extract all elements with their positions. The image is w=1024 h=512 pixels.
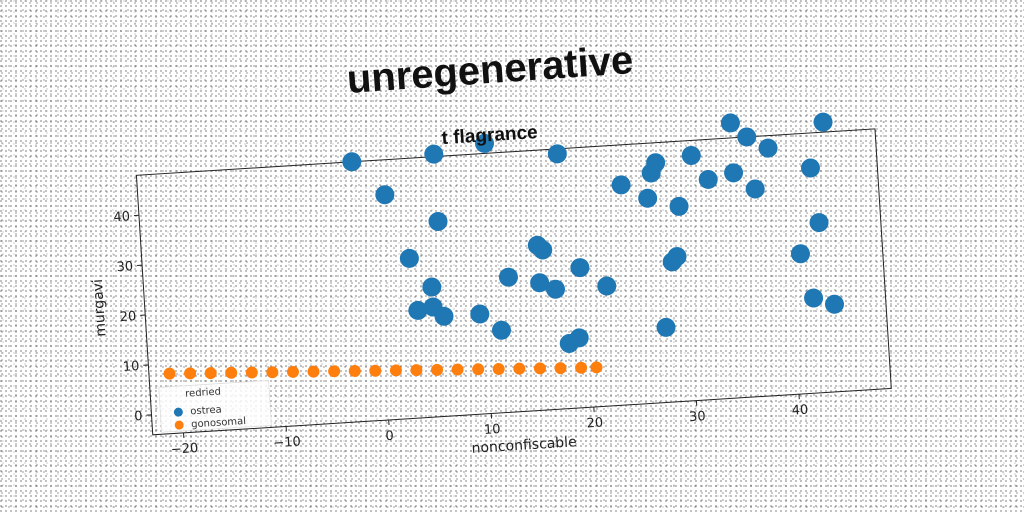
y-tick-label: 40 — [113, 209, 130, 225]
axes-title: t flagrance — [441, 122, 538, 149]
ostrea-point-0 — [342, 152, 362, 172]
ostrea-point-32 — [570, 258, 590, 278]
plot-marks — [163, 112, 845, 380]
ostrea-point-18 — [698, 169, 718, 189]
gonosomal-point-4 — [245, 366, 258, 379]
y-tick-label: 10 — [122, 359, 139, 375]
gonosomal-point-8 — [328, 365, 341, 378]
gonosomal-point-6 — [286, 365, 299, 378]
gonosomal-point-20 — [575, 361, 588, 374]
x-axis-ticks: −20 −10 0 10 20 30 40 — [170, 394, 809, 458]
legend-marker-gonosomal — [174, 420, 184, 430]
gonosomal-point-21 — [590, 361, 603, 374]
ostrea-point-30 — [530, 273, 550, 293]
x-tick-label: −20 — [170, 441, 198, 458]
ostrea-point-7 — [813, 112, 833, 132]
ostrea-point-8 — [428, 211, 448, 231]
ostrea-point-16 — [669, 196, 689, 216]
gonosomal-point-0 — [163, 367, 176, 380]
legend-marker-ostrea — [173, 407, 183, 417]
ostrea-point-20 — [745, 179, 765, 199]
y-tick-label: 20 — [119, 309, 136, 325]
ostrea-point-28 — [470, 304, 490, 324]
y-tick-label: 30 — [116, 259, 133, 275]
y-axis-label: murgavi — [90, 279, 110, 338]
legend-label-gonosomal: gonosomal — [191, 416, 246, 430]
ostrea-point-13 — [638, 188, 658, 208]
x-tick-label: −10 — [273, 435, 301, 452]
ostrea-point-1 — [375, 185, 395, 205]
ostrea-point-2 — [424, 144, 444, 164]
ostrea-point-27 — [434, 306, 454, 326]
gonosomal-point-17 — [513, 362, 526, 375]
x-tick-label: 10 — [484, 422, 501, 438]
gonosomal-point-2 — [204, 367, 217, 380]
ostrea-point-15 — [646, 153, 666, 173]
ostrea-point-17 — [681, 145, 701, 165]
legend-label-ostrea: ostrea — [190, 404, 222, 417]
gonosomal-point-1 — [184, 367, 197, 380]
x-axis-label: nonconfiscable — [471, 434, 577, 457]
ostrea-point-9 — [399, 248, 419, 268]
ostrea-point-24 — [422, 277, 442, 297]
ostrea-point-33 — [597, 276, 617, 296]
legend: redried ostrea gonosomal — [158, 380, 272, 433]
ostrea-point-21 — [758, 138, 778, 158]
legend-title: redried — [185, 386, 221, 399]
gonosomal-point-13 — [431, 363, 444, 376]
gonosomal-point-14 — [451, 363, 464, 376]
gonosomal-point-10 — [369, 364, 382, 377]
chart-area: −20 −10 0 10 20 30 40 0 10 20 30 40 t flagrance no… — [90, 112, 892, 458]
legend-box — [158, 380, 272, 433]
ostrea-point-42 — [825, 294, 845, 314]
gonosomal-point-11 — [389, 364, 402, 377]
ostrea-point-31 — [546, 279, 566, 299]
gonosomal-point-19 — [554, 362, 567, 375]
ostrea-point-3 — [475, 133, 495, 153]
ostrea-point-36 — [790, 244, 810, 264]
gonosomal-point-18 — [533, 362, 546, 375]
x-tick-label: 20 — [586, 416, 603, 432]
ostrea-point-12 — [611, 175, 631, 195]
y-axis-ticks: 0 10 20 30 40 — [113, 209, 152, 424]
ostrea-point-39 — [569, 328, 589, 348]
x-tick-label: 40 — [791, 403, 808, 419]
ostrea-point-19 — [724, 163, 744, 183]
y-tick-label: 0 — [134, 409, 143, 424]
ostrea-point-23 — [809, 213, 829, 233]
gonosomal-point-3 — [225, 366, 238, 379]
series-gonosomal — [163, 361, 603, 380]
ostrea-point-6 — [737, 127, 757, 147]
gonosomal-point-16 — [492, 362, 505, 375]
x-tick-label: 0 — [385, 429, 394, 444]
gonosomal-point-15 — [472, 363, 485, 376]
ostrea-point-11 — [533, 240, 553, 260]
ostrea-point-41 — [804, 288, 824, 308]
ostrea-point-5 — [720, 113, 740, 133]
ostrea-point-40 — [656, 317, 676, 337]
gonosomal-point-12 — [410, 364, 423, 377]
x-tick-label: 30 — [689, 409, 706, 425]
gonosomal-point-7 — [307, 365, 320, 378]
gonosomal-point-9 — [348, 365, 361, 378]
ostrea-point-25 — [408, 300, 428, 320]
axes-frame — [135, 128, 892, 436]
ostrea-point-4 — [547, 144, 567, 164]
gonosomal-point-5 — [266, 366, 279, 379]
ostrea-point-29 — [498, 267, 518, 287]
ostrea-point-35 — [667, 247, 687, 267]
ostrea-point-22 — [801, 158, 821, 178]
series-ostrea — [342, 112, 845, 353]
ostrea-point-37 — [491, 320, 511, 340]
